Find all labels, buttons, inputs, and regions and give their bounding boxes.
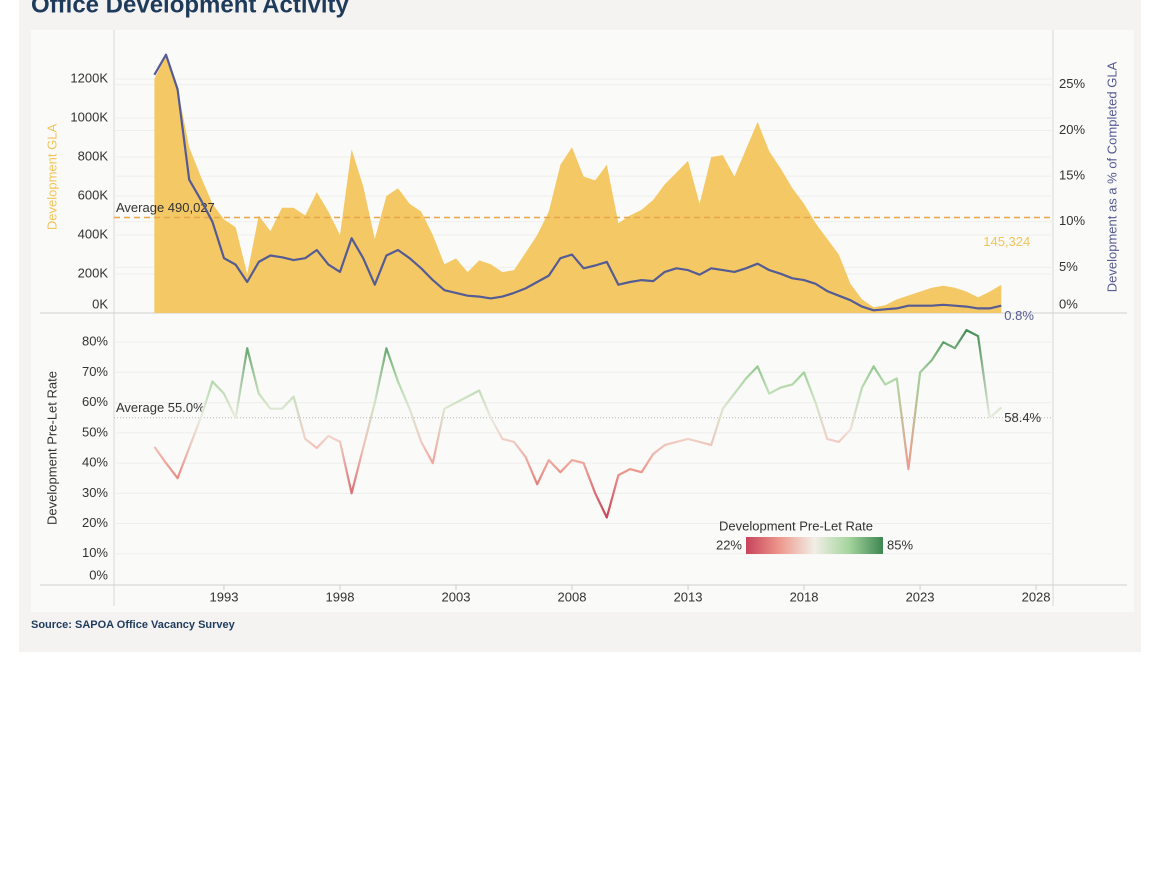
legend-label: 85% [887,537,913,552]
y-tick-label: 0K [92,296,108,311]
y-tick-label: 80% [82,334,108,349]
area [154,55,1002,313]
y-tick-label: 200K [78,265,109,280]
y2-tick-label: 20% [1059,122,1085,137]
y-axis-title: Development Pre-Let Rate [44,371,59,525]
y-tick-label: 50% [82,424,108,439]
y-tick-label: 70% [82,364,108,379]
y-axis-title: Development GLA [44,124,59,231]
y-tick-label: 0% [89,567,108,582]
y2-tick-label: 15% [1059,168,1085,183]
y-tick-label: 30% [82,485,108,500]
line [153,53,1002,312]
page-title: Office Development Activity [31,0,350,18]
y-tick-label: 1200K [70,70,108,85]
value-label: 145,324 [983,234,1030,249]
y2-tick-label: 5% [1059,259,1078,274]
y-tick-label: 10% [82,545,108,560]
y-tick-label: 400K [78,226,109,241]
y2-axis-title: Development as a % of Completed GLA [1104,61,1119,292]
y-tick-label: 600K [78,187,109,202]
x-tick-label: 2028 [1022,589,1051,604]
legend-bar [746,537,883,554]
x-tick-label: 2023 [906,589,935,604]
x-tick-label: 1998 [326,589,355,604]
legend-label: 22% [716,537,742,552]
x-tick-label: 2013 [674,589,703,604]
x-tick-label: 1993 [210,589,239,604]
average-label: Average 55.0% [116,400,205,415]
x-tick-label: 2008 [558,589,587,604]
y2-tick-label: 0% [1059,296,1078,311]
x-tick-label: 2003 [442,589,471,604]
y-tick-label: 1000K [70,109,108,124]
line [153,329,1003,519]
y2-tick-label: 10% [1059,213,1085,228]
y-tick-label: 40% [82,455,108,470]
chart-area [31,30,1134,612]
legend-title: Development Pre-Let Rate [719,518,873,533]
value-label: 58.4% [1004,410,1041,425]
y-tick-label: 20% [82,515,108,530]
y-tick-label: 60% [82,394,108,409]
y2-tick-label: 25% [1059,76,1085,91]
y-tick-label: 800K [78,148,109,163]
value-label: 0.8% [1004,308,1034,323]
x-tick-label: 2018 [790,589,819,604]
source: Source: SAPOA Office Vacancy Survey [31,619,236,631]
average-label: Average 490,027 [116,200,215,215]
